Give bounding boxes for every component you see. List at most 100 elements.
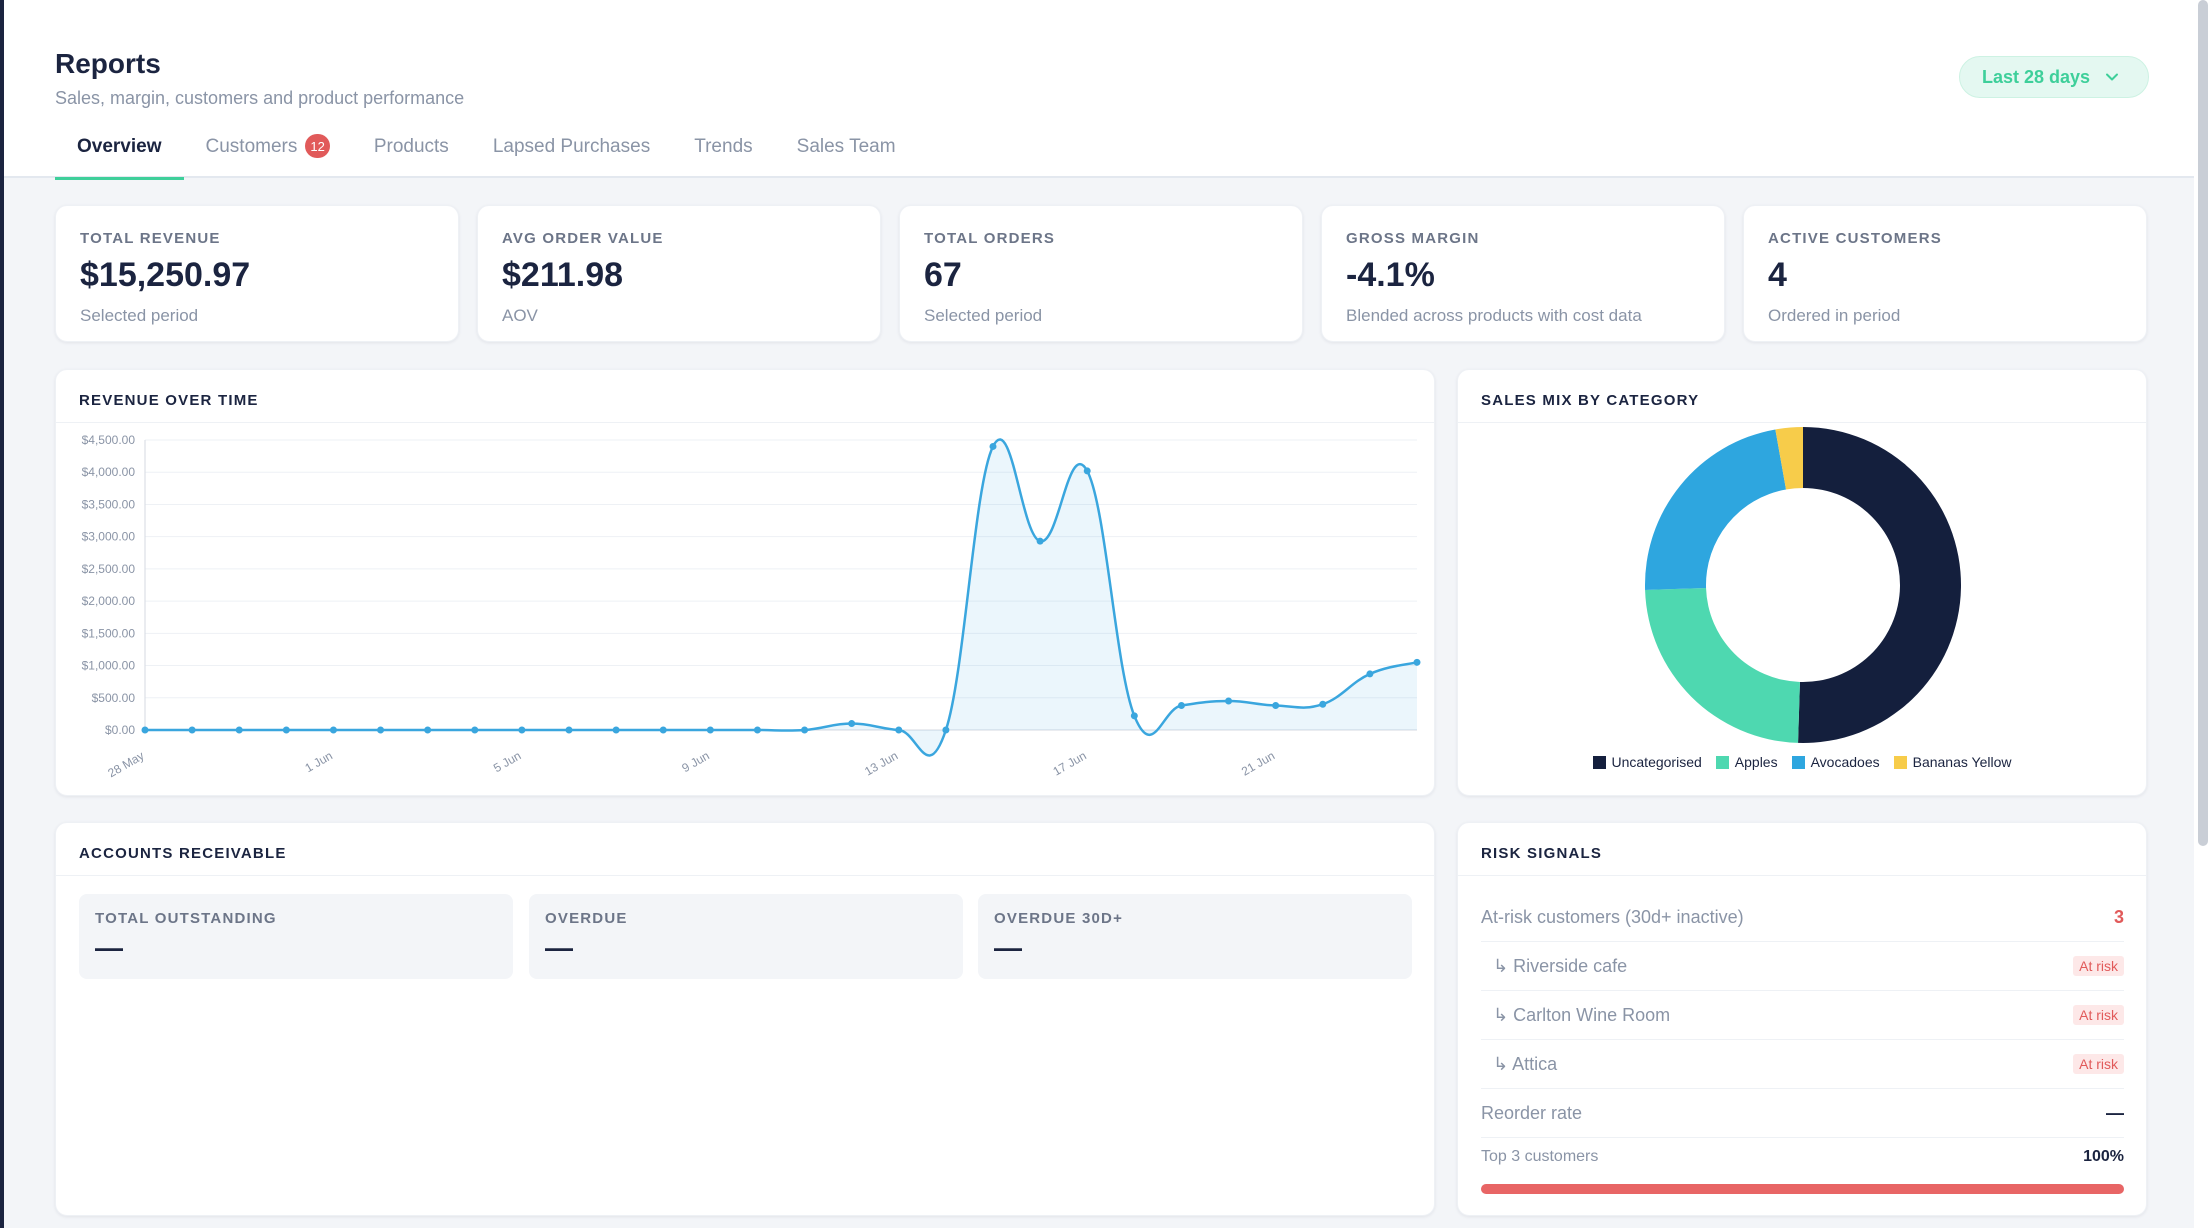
revenue-data-point[interactable] [1319,700,1327,708]
y-tick-label: $2,500.00 [82,562,136,576]
legend-label: Apples [1734,754,1778,770]
at-risk-tag: At risk [2073,1054,2124,1074]
risk-label: Reorder rate [1481,1102,1583,1123]
risk-label: At-risk customers (30d+ inactive) [1481,906,1744,927]
tab-trends[interactable]: Trends [672,128,774,178]
ar-value: — [95,932,123,963]
kpi-value: $15,250.97 [80,256,251,294]
tab-customers[interactable]: Customers 12 [184,128,352,178]
kpi-label: AVG ORDER VALUE [502,230,664,247]
revenue-data-point[interactable] [188,726,196,734]
revenue-data-point[interactable] [1036,537,1044,545]
accounts-receivable-card: ACCOUNTS RECEIVABLE TOTAL OUTSTANDING — … [55,822,1435,1216]
revenue-data-point[interactable] [659,726,667,734]
at-risk-customers-row[interactable]: At-risk customers (30d+ inactive) 3 [1481,893,2124,942]
revenue-data-point[interactable] [801,726,809,734]
revenue-data-point[interactable] [1366,670,1374,678]
revenue-data-point[interactable] [1225,697,1233,705]
revenue-data-point[interactable] [848,720,856,728]
kpi-value: -4.1% [1346,256,1435,294]
date-range-dropdown[interactable]: Last 28 days [1959,56,2149,98]
revenue-data-point[interactable] [329,726,337,734]
revenue-data-point[interactable] [942,726,950,734]
x-tick-label: 13 Jun [862,748,900,778]
revenue-data-point[interactable] [518,726,526,734]
legend-item[interactable]: Uncategorised [1592,754,1702,770]
reorder-rate-value: — [2106,1102,2124,1123]
tab-label: Sales Team [796,136,896,157]
top3-label: Top 3 customers [1481,1148,1599,1165]
card-title: REVENUE OVER TIME [79,392,259,409]
revenue-data-point[interactable] [1272,702,1280,710]
revenue-data-point[interactable] [612,726,620,734]
tab-label: Lapsed Purchases [492,136,651,157]
at-risk-customer-row[interactable]: ↳ Carlton Wine Room At risk [1481,991,2124,1040]
kpi-label: GROSS MARGIN [1346,230,1480,247]
kpi-subtext: Selected period [80,306,199,325]
legend-item[interactable]: Apples [1715,754,1778,770]
revenue-data-point[interactable] [1130,712,1138,720]
revenue-data-point[interactable] [753,726,761,734]
revenue-data-point[interactable] [471,726,479,734]
revenue-data-point[interactable] [377,726,385,734]
revenue-data-point[interactable] [1177,702,1185,710]
kpi-label: TOTAL ORDERS [924,230,1056,247]
tab-label: Overview [77,136,162,157]
kpi-subtext: AOV [502,306,538,325]
y-tick-label: $4,000.00 [82,465,136,479]
donut-slice-apples[interactable] [1645,588,1800,743]
revenue-data-point[interactable] [706,726,714,734]
legend-swatch [1592,755,1606,769]
top3-progress-bar [1481,1184,2124,1194]
window-edge [0,0,4,1228]
legend-item[interactable]: Avocadoes [1791,754,1880,770]
scrollbar[interactable] [2194,0,2210,1228]
revenue-data-point[interactable] [282,726,290,734]
y-tick-label: $2,000.00 [82,594,136,608]
at-risk-count: 3 [2113,906,2124,927]
tab-label: Customers [205,136,298,157]
y-tick-label: $3,500.00 [82,497,136,511]
revenue-data-point[interactable] [424,726,432,734]
legend-swatch [1893,755,1907,769]
kpi-card-avg-order-value: AVG ORDER VALUE $211.98 AOV [477,205,881,342]
revenue-data-point[interactable] [895,726,903,734]
card-divider [1458,422,2146,423]
legend-label: Bananas Yellow [1912,754,2012,770]
x-tick-label: 17 Jun [1051,748,1089,778]
date-range-label: Last 28 days [1982,66,2091,87]
revenue-data-point[interactable] [1083,467,1091,475]
tab-products[interactable]: Products [352,128,471,178]
tab-lapsed-purchases[interactable]: Lapsed Purchases [471,128,672,178]
x-tick-label: 9 Jun [679,748,711,775]
kpi-subtext: Blended across products with cost data [1346,306,1642,325]
card-title: ACCOUNTS RECEIVABLE [79,845,287,862]
tab-bar: Overview Customers 12 Products Lapsed Pur… [55,128,918,180]
y-tick-label: $0.00 [105,723,135,737]
scrollbar-thumb[interactable] [2198,0,2208,846]
donut-slice-avocadoes[interactable] [1645,429,1787,590]
revenue-line-chart: $0.00 $500.00 $1,000.00 $1,500.00 $2,000.00 $… [82,433,1421,780]
revenue-data-point[interactable] [989,442,997,450]
kpi-value: 67 [924,256,962,294]
revenue-data-point[interactable] [235,726,243,734]
revenue-data-point[interactable] [565,726,573,734]
x-tick-label: 21 Jun [1239,748,1277,778]
tab-label: Trends [694,136,753,157]
donut-slice-bananas-yellow[interactable] [1775,427,1803,490]
kpi-card-total-orders: TOTAL ORDERS 67 Selected period [899,205,1303,342]
tab-overview[interactable]: Overview [55,128,184,180]
legend-item[interactable]: Bananas Yellow [1893,754,2012,770]
revenue-area-fill [145,439,1417,756]
tab-sales-team[interactable]: Sales Team [775,128,918,178]
donut-slice-uncategorised[interactable] [1798,427,1962,743]
card-divider [56,875,1434,876]
revenue-data-point[interactable] [141,726,149,734]
revenue-data-point[interactable] [1413,658,1421,666]
y-tick-label: $1,500.00 [82,626,136,640]
x-tick-label: 5 Jun [491,748,523,775]
at-risk-customer-row[interactable]: ↳ Riverside cafe At risk [1481,942,2124,991]
ar-label: OVERDUE [545,910,628,927]
ar-value: — [994,932,1022,963]
at-risk-customer-row[interactable]: ↳ Attica At risk [1481,1040,2124,1089]
